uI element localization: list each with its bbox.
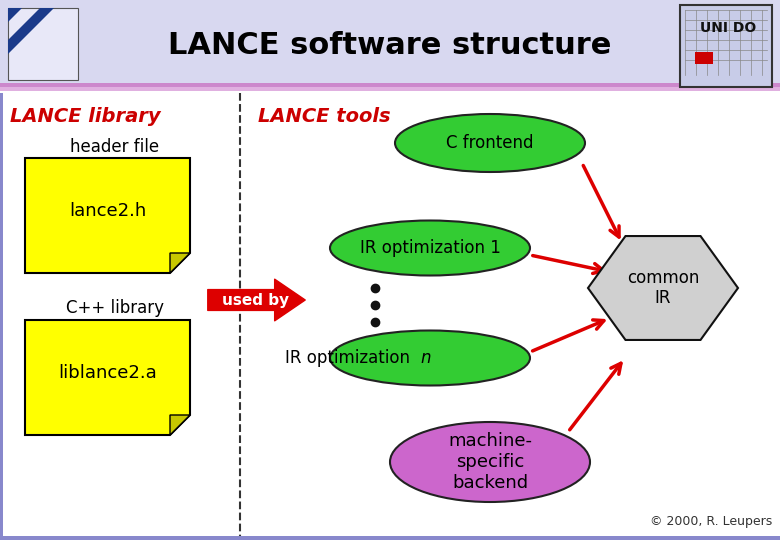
Bar — [0, 93, 3, 540]
Ellipse shape — [390, 422, 590, 502]
Polygon shape — [25, 158, 190, 273]
Polygon shape — [170, 415, 190, 435]
Ellipse shape — [330, 220, 530, 275]
Text: IR optimization: IR optimization — [285, 349, 415, 367]
Polygon shape — [25, 320, 190, 435]
Text: LANCE software structure: LANCE software structure — [168, 30, 612, 59]
Bar — [0, 83, 780, 88]
Text: n: n — [420, 349, 431, 367]
Text: machine-
specific
backend: machine- specific backend — [448, 432, 532, 492]
Text: common
IR: common IR — [627, 268, 699, 307]
Text: liblance2.a: liblance2.a — [58, 363, 157, 381]
Text: LANCE library: LANCE library — [10, 106, 161, 125]
Bar — [695, 52, 713, 64]
Ellipse shape — [330, 330, 530, 386]
Text: lance2.h: lance2.h — [69, 201, 146, 219]
Bar — [0, 536, 780, 540]
Text: header file: header file — [70, 138, 160, 156]
Text: IR optimization 1: IR optimization 1 — [360, 239, 501, 257]
Text: UNI DO: UNI DO — [700, 21, 757, 35]
Ellipse shape — [395, 114, 585, 172]
Text: C frontend: C frontend — [446, 134, 534, 152]
Polygon shape — [588, 236, 738, 340]
FancyArrowPatch shape — [207, 279, 305, 321]
Polygon shape — [8, 8, 22, 22]
Text: © 2000, R. Leupers: © 2000, R. Leupers — [650, 515, 772, 528]
Text: LANCE tools: LANCE tools — [258, 106, 391, 125]
Text: used by: used by — [222, 293, 289, 307]
Bar — [0, 87, 780, 91]
Bar — [8, 8, 78, 80]
Bar — [0, 0, 780, 90]
Bar — [680, 5, 772, 87]
Text: C++ library: C++ library — [66, 299, 164, 317]
Polygon shape — [8, 8, 54, 54]
Polygon shape — [170, 253, 190, 273]
